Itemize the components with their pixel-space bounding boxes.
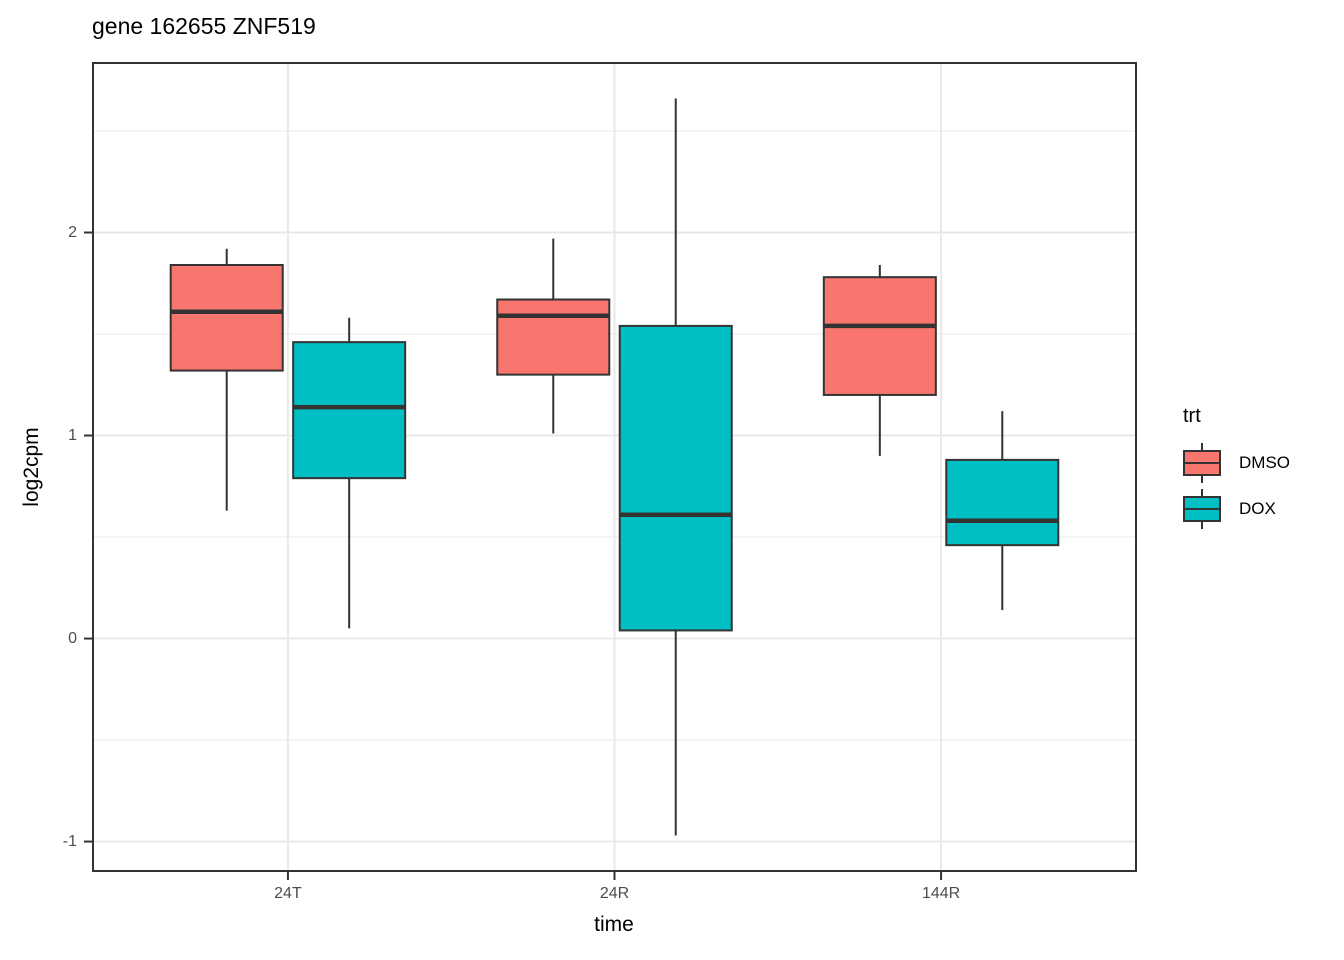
- x-tick-label: 24R: [599, 885, 630, 902]
- panel-border: [92, 62, 1137, 872]
- legend-entry-dmso: DMSO: [1183, 440, 1290, 486]
- legend-title: trt: [1183, 405, 1201, 427]
- iqr-box: [169, 264, 284, 372]
- iqr-box: [945, 458, 1060, 547]
- y-tick-label: -1: [62, 832, 77, 850]
- box-24R-DMSO: [496, 238, 611, 434]
- box-144R-DOX: [945, 411, 1060, 611]
- iqr-box: [822, 276, 937, 396]
- y-tick-label: 0: [68, 629, 77, 647]
- x-tick-label: 24T: [274, 885, 302, 902]
- y-tick-label: 2: [68, 223, 77, 241]
- boxplot-key-icon: [1183, 489, 1221, 529]
- iqr-box: [292, 341, 407, 480]
- legend-label-dox: DOX: [1239, 499, 1276, 518]
- boxplot-key-icon: [1183, 443, 1221, 483]
- iqr-box: [618, 324, 733, 632]
- legend: trt DMSO DOX: [1183, 405, 1290, 532]
- chart-title: gene 162655 ZNF519: [92, 13, 316, 39]
- box-24R-DOX: [618, 98, 733, 836]
- iqr-box: [496, 298, 611, 376]
- box-24T-DMSO: [169, 248, 284, 511]
- box-144R-DMSO: [822, 265, 937, 456]
- legend-entry-dox: DOX: [1183, 486, 1290, 532]
- legend-label-dmso: DMSO: [1239, 453, 1290, 472]
- x-axis-title: time: [594, 913, 634, 936]
- box-24T-DOX: [292, 317, 407, 629]
- x-tick-label: 144R: [921, 885, 961, 902]
- y-tick-label: 1: [68, 426, 77, 444]
